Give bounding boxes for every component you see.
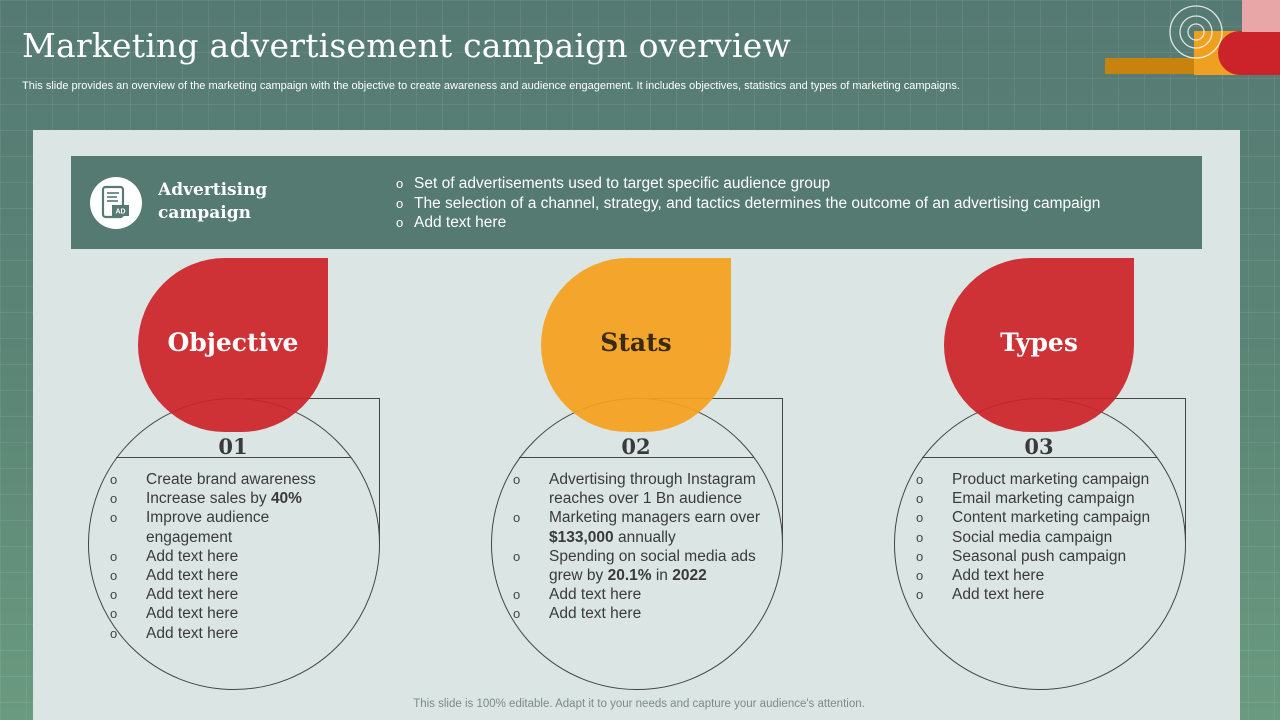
card-list-item: Advertising through Instagram reaches ov…: [531, 470, 761, 508]
card-list-item: Add text here: [128, 624, 358, 643]
ad-badge-text: AD: [115, 209, 125, 216]
card-list-item: Email marketing campaign: [934, 489, 1164, 508]
banner-point: Add text here: [396, 213, 1186, 233]
banner-title: Advertising campaign: [158, 180, 268, 223]
card-list-item: Add text here: [531, 604, 761, 623]
card-list-item: Add text here: [934, 585, 1164, 604]
card-drop-shape: [541, 258, 731, 432]
card-list-item: Add text here: [128, 604, 358, 623]
decor-red-pill: [1218, 31, 1280, 75]
card-list-item: Spending on social media ads grew by 20.…: [531, 547, 761, 585]
card-title: Objective: [167, 328, 299, 357]
card-list-item: Add text here: [531, 585, 761, 604]
card-list-item: Add text here: [128, 566, 358, 585]
card-number: 03: [1024, 434, 1054, 459]
banner-point: Set of advertisements used to target spe…: [396, 174, 1186, 194]
mobile-ad-icon: AD: [90, 177, 142, 229]
banner-points: Set of advertisements used to target spe…: [396, 174, 1186, 233]
card-list-item: Add text here: [128, 547, 358, 566]
card-list-item: Content marketing campaign: [934, 508, 1164, 527]
card-item-list: Advertising through Instagram reaches ov…: [531, 470, 761, 624]
card-stats: Stats 02 Advertising through Instagram r…: [491, 258, 841, 698]
card-number: 02: [621, 434, 651, 459]
card-title: Types: [1000, 328, 1078, 357]
card-types: Types 03 Product marketing campaignEmail…: [894, 258, 1244, 698]
card-list-item: Create brand awareness: [128, 470, 358, 489]
card-item-list: Product marketing campaignEmail marketin…: [934, 470, 1164, 604]
card-divider: [116, 457, 351, 458]
decor-rings-icon: [1169, 5, 1223, 59]
page-subtitle: This slide provides an overview of the m…: [22, 80, 960, 92]
card-list-item: Social media campaign: [934, 528, 1164, 547]
card-list-item: Add text here: [934, 566, 1164, 585]
card-title: Stats: [600, 328, 672, 357]
card-list-item: Product marketing campaign: [934, 470, 1164, 489]
card-drop-shape: [138, 258, 328, 432]
card-list-item: Improve audience engagement: [128, 508, 358, 546]
decor-pink-block: [1242, 0, 1280, 32]
card-list-item: Increase sales by 40%: [128, 489, 358, 508]
footer-note: This slide is 100% editable. Adapt it to…: [413, 698, 865, 710]
card-divider: [922, 457, 1157, 458]
card-drop-shape: [944, 258, 1134, 432]
banner-point: The selection of a channel, strategy, an…: [396, 194, 1186, 214]
card-number: 01: [218, 434, 248, 459]
card-objective: Objective 01 Create brand awarenessIncre…: [88, 258, 438, 698]
page-title: Marketing advertisement campaign overvie…: [22, 26, 791, 65]
card-list-item: Add text here: [128, 585, 358, 604]
card-list-item: Seasonal push campaign: [934, 547, 1164, 566]
card-divider: [519, 457, 754, 458]
card-item-list: Create brand awarenessIncrease sales by …: [128, 470, 358, 643]
card-list-item: Marketing managers earn over $133,000 an…: [531, 508, 761, 546]
